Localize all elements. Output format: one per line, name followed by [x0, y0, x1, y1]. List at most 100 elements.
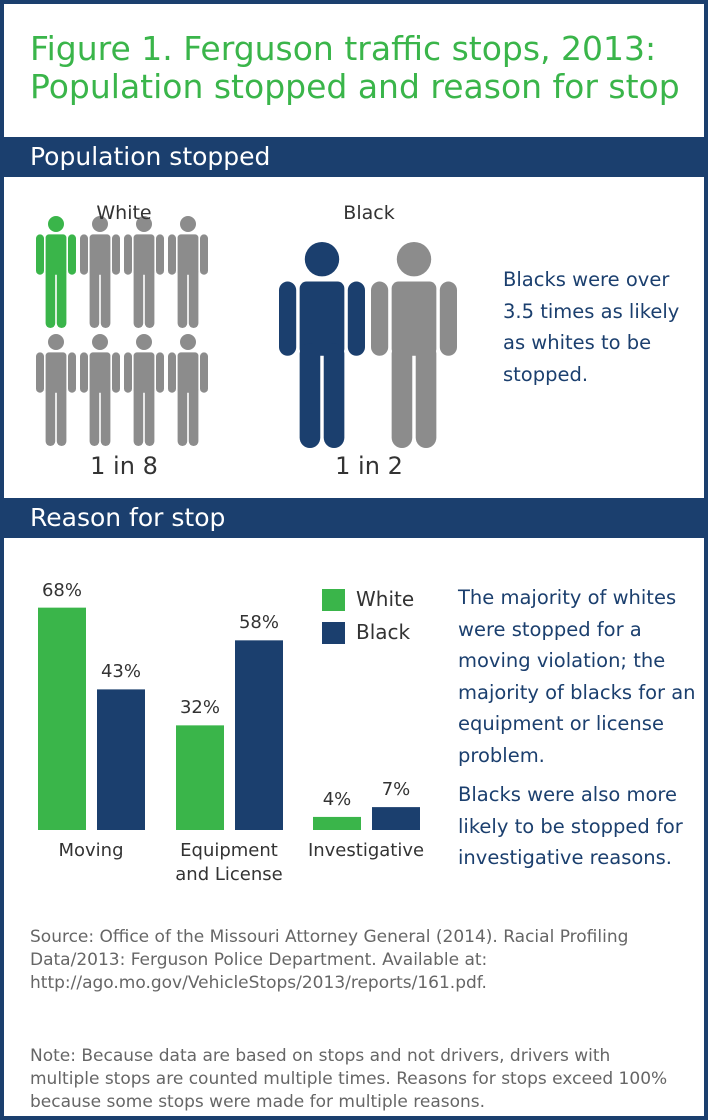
icon-torso — [45, 234, 67, 275]
value-label: 43% — [100, 661, 141, 683]
bar — [313, 816, 361, 830]
icon-head — [304, 242, 340, 277]
icon-arm — [168, 234, 176, 275]
icon-head — [136, 334, 152, 350]
icon-head — [92, 334, 108, 350]
icon-arm — [279, 281, 297, 356]
icon-leg — [391, 343, 413, 448]
icon-arm — [68, 234, 76, 275]
icon-arm — [124, 234, 132, 275]
icon-torso — [299, 281, 345, 356]
person-icon — [371, 242, 457, 448]
icon-torso — [89, 352, 111, 393]
person-icon — [168, 334, 208, 446]
icon-head — [48, 334, 64, 350]
group-label: White — [96, 202, 152, 224]
icon-head — [92, 216, 108, 232]
icon-leg — [133, 386, 144, 446]
icon-arm — [439, 281, 457, 356]
person-icon — [124, 216, 164, 328]
icon-arm — [200, 234, 208, 275]
icon-leg — [89, 268, 100, 328]
icon-torso — [89, 234, 111, 275]
icon-head — [48, 216, 64, 232]
ratio-label: 1 in 2 — [335, 452, 403, 480]
person-icon — [168, 216, 208, 328]
icon-torso — [45, 352, 67, 393]
annotation: Blacks were also more likely to be stopp… — [458, 783, 683, 869]
icon-arm — [124, 352, 132, 393]
icon-arm — [371, 281, 389, 356]
icon-leg — [177, 268, 188, 328]
x-tick-label: Moving — [58, 840, 124, 861]
icon-arm — [68, 352, 76, 393]
icon-leg — [56, 268, 67, 328]
person-icon — [36, 216, 76, 328]
value-label: 4% — [322, 788, 352, 810]
person-icon — [36, 334, 76, 446]
icon-leg — [133, 268, 144, 328]
section-header: Population stopped — [4, 137, 704, 177]
icon-torso — [177, 234, 199, 275]
icon-leg — [299, 343, 321, 448]
legend-label: White — [356, 587, 415, 611]
icon-head — [396, 242, 432, 277]
person-icon — [80, 216, 120, 328]
x-tick-label: Equipment and License — [175, 840, 283, 885]
icon-torso — [391, 281, 437, 356]
person-icon — [279, 242, 365, 448]
icon-arm — [168, 352, 176, 393]
value-label: 32% — [179, 697, 220, 719]
bar — [235, 640, 283, 830]
icon-head — [180, 216, 196, 232]
icon-torso — [133, 234, 155, 275]
bar — [38, 607, 86, 830]
graphics — [36, 216, 457, 830]
icon-arm — [156, 234, 164, 275]
icon-arm — [347, 281, 365, 356]
icon-leg — [177, 386, 188, 446]
icon-arm — [112, 234, 120, 275]
legend-swatch — [322, 589, 345, 611]
ratio-label: 1 in 8 — [90, 452, 158, 480]
icon-leg — [323, 343, 345, 448]
icon-leg — [415, 343, 437, 448]
icon-arm — [80, 352, 88, 393]
bar — [97, 689, 145, 830]
icon-arm — [112, 352, 120, 393]
icon-arm — [156, 352, 164, 393]
icon-arm — [36, 234, 44, 275]
bar — [372, 807, 420, 830]
section-header: Reason for stop — [4, 498, 704, 538]
legend-swatch — [322, 622, 345, 644]
bar — [176, 725, 224, 830]
icon-leg — [100, 386, 111, 446]
title: Figure 1. Ferguson traffic stops, 2013: … — [30, 29, 680, 106]
icon-head — [180, 334, 196, 350]
value-label: 58% — [238, 612, 279, 634]
icon-arm — [200, 352, 208, 393]
icon-leg — [144, 386, 155, 446]
icon-leg — [188, 386, 199, 446]
population-note: Blacks were over 3.5 times as likely as … — [503, 268, 680, 386]
icon-head — [136, 216, 152, 232]
legend-label: Black — [356, 620, 411, 644]
value-label: 68% — [41, 579, 82, 601]
icon-arm — [80, 234, 88, 275]
icon-torso — [177, 352, 199, 393]
value-label: 7% — [381, 779, 411, 801]
x-tick-label: Investigative — [307, 840, 425, 861]
icon-leg — [45, 268, 56, 328]
icon-leg — [144, 268, 155, 328]
source: Source: Office of the Missouri Attorney … — [30, 927, 629, 993]
icon-leg — [89, 386, 100, 446]
person-icon — [124, 334, 164, 446]
icon-torso — [133, 352, 155, 393]
icon-leg — [188, 268, 199, 328]
icon-leg — [100, 268, 111, 328]
note: Note: Because data are based on stops an… — [30, 1046, 668, 1112]
person-icon — [80, 334, 120, 446]
group-label: Black — [343, 202, 395, 224]
annotation: The majority of whites were stopped for … — [458, 586, 696, 767]
